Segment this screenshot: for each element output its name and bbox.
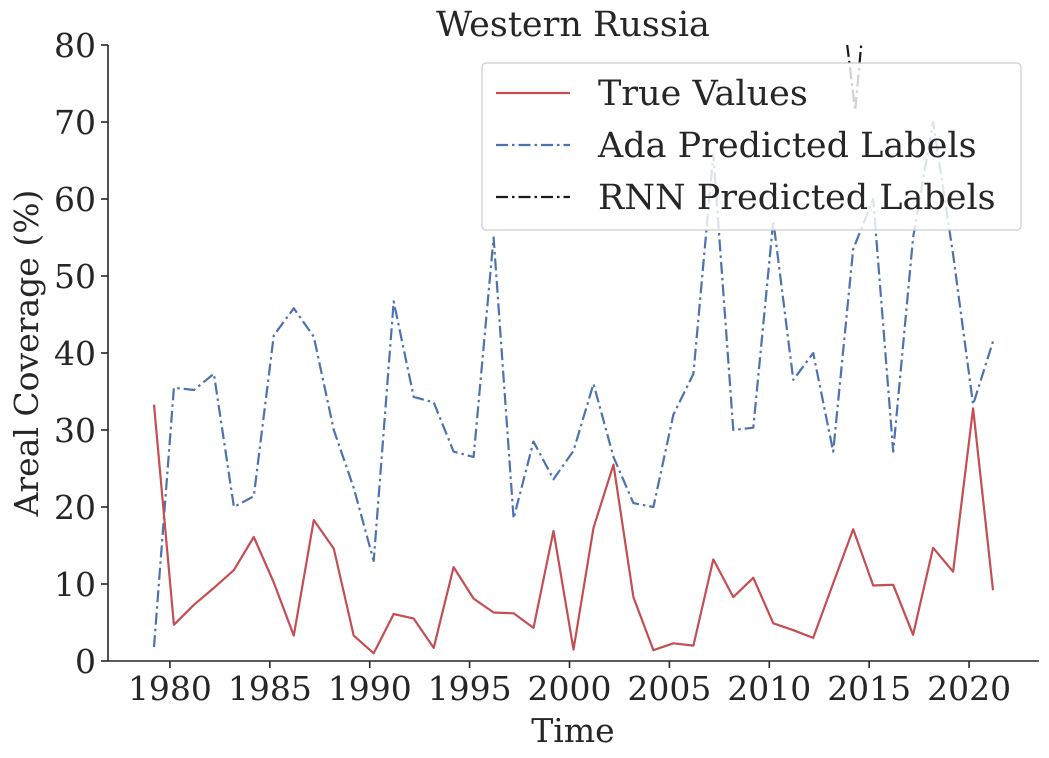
series-line-1	[152, 120, 995, 648]
x-tick-label-1985: 1985	[228, 669, 312, 708]
y-tick-label-20: 20	[54, 488, 96, 527]
x-tick-label-2010: 2010	[727, 669, 811, 708]
y-tick-label-10: 10	[54, 565, 96, 604]
x-tick-label-1980: 1980	[128, 669, 212, 708]
x-tick-label-2015: 2015	[827, 669, 911, 708]
legend-label-true-values: True Values	[598, 74, 808, 114]
y-tick-label-50: 50	[54, 257, 96, 296]
y-axis-label: Areal Coverage (%)	[7, 190, 46, 518]
x-tick-label-2005: 2005	[627, 669, 711, 708]
x-tick-label-1995: 1995	[428, 669, 512, 708]
legend: True Values Ada Predicted Labels RNN Pre…	[481, 62, 1022, 231]
y-tick-label-80: 80	[54, 26, 96, 65]
x-tick-label-2020: 2020	[927, 669, 1011, 708]
y-tick-label-0: 0	[75, 642, 96, 681]
y-tick-label-30: 30	[54, 411, 96, 450]
y-tick-label-40: 40	[54, 334, 96, 373]
chart-title: Western Russia	[436, 5, 710, 45]
legend-label-rnn: RNN Predicted Labels	[598, 178, 996, 218]
y-tick-label-60: 60	[54, 180, 96, 219]
legend-label-ada: Ada Predicted Labels	[597, 126, 977, 166]
series-line-0	[152, 404, 995, 655]
y-tick-label-70: 70	[54, 103, 96, 142]
x-tick-label-2000: 2000	[528, 669, 612, 708]
legend-box	[481, 62, 1022, 231]
x-axis-label: Time	[531, 711, 614, 750]
x-tick-label-1990: 1990	[328, 669, 412, 708]
